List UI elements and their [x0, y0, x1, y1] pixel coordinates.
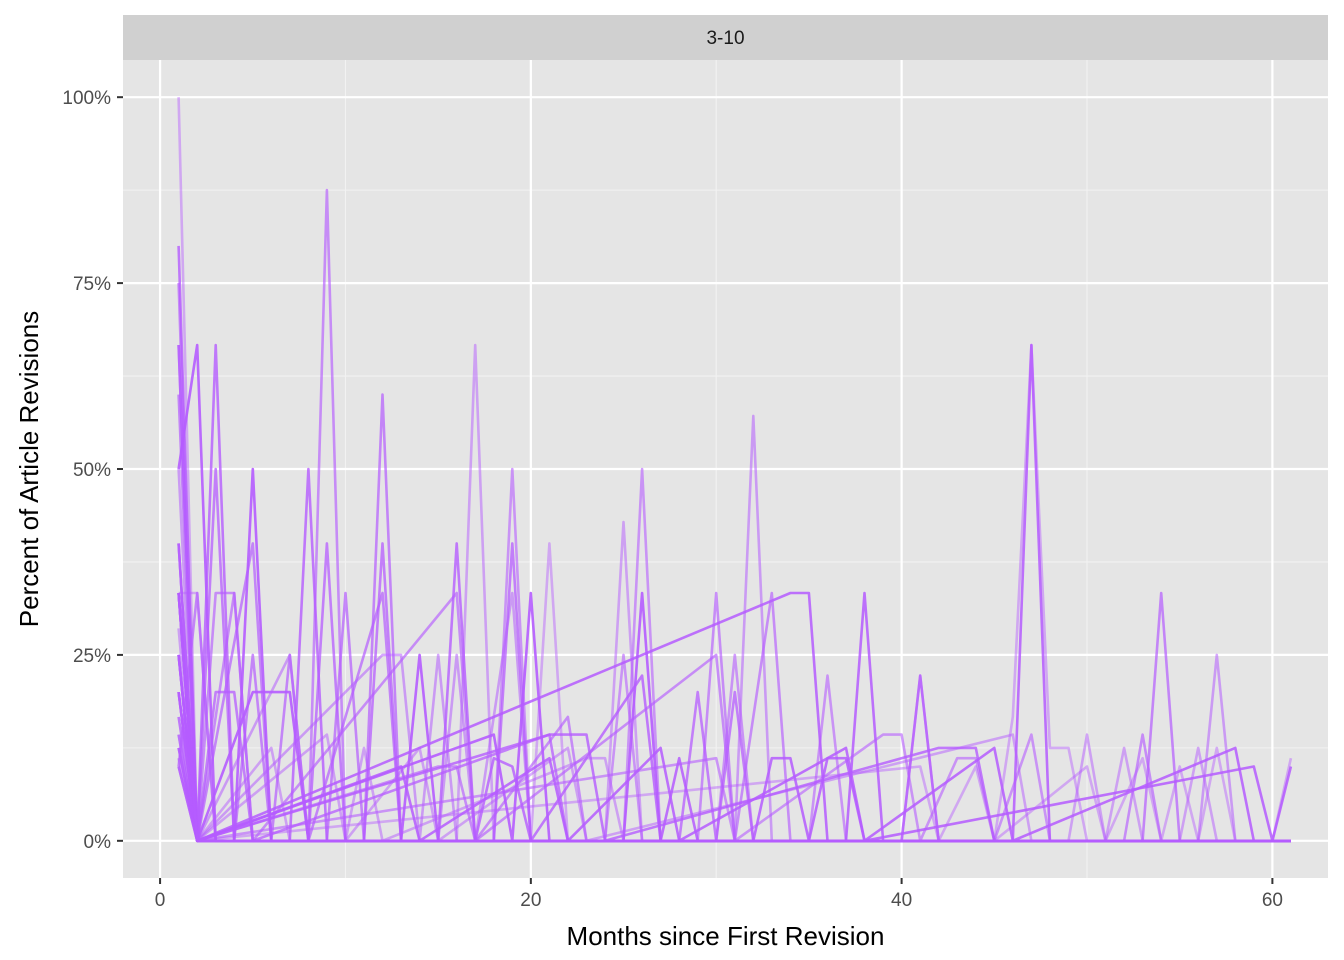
series-line — [177, 542, 1291, 843]
series-line — [177, 628, 1291, 843]
y-tick-label: 100% — [62, 88, 111, 109]
x-tick-label: 60 — [1262, 890, 1283, 911]
facet-strip — [123, 15, 1328, 60]
facet-label: 3-10 — [706, 28, 744, 49]
y-tick-label: 25% — [73, 646, 111, 667]
series-line — [177, 756, 1293, 843]
x-tick-label: 0 — [155, 890, 166, 911]
y-tick-label: 75% — [73, 274, 111, 295]
x-axis-title: Months since First Revision — [567, 921, 885, 951]
series-line — [177, 654, 1291, 843]
series-line — [177, 543, 1291, 843]
y-axis-ticks: 0% 25% 50% 75% 100% — [62, 88, 123, 853]
y-tick-label: 0% — [84, 832, 112, 853]
x-tick-label: 20 — [520, 890, 541, 911]
x-tick-label: 40 — [891, 890, 912, 911]
series-line — [177, 653, 1291, 843]
x-axis-ticks: 0 20 40 60 — [155, 878, 1283, 911]
series-line — [177, 592, 1291, 843]
series-line — [177, 715, 1291, 843]
series-lines — [177, 97, 1293, 843]
y-tick-label: 50% — [73, 460, 111, 481]
series-line — [177, 756, 1293, 843]
series-line — [177, 653, 1291, 843]
y-axis-title: Percent of Article Revisions — [14, 311, 44, 627]
